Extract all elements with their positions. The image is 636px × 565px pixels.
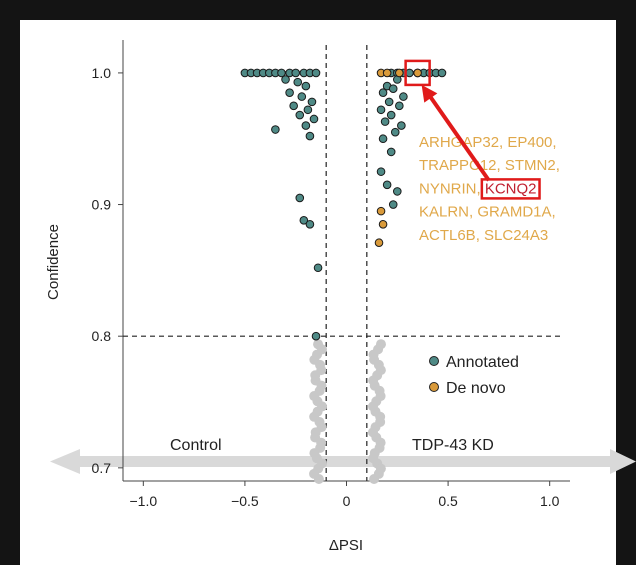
annotated-point <box>295 193 305 203</box>
gray-point-right <box>369 474 380 484</box>
region-label-tdp43-kd: TDP-43 KD <box>412 437 494 454</box>
annotated-point <box>378 134 388 144</box>
annotated-point <box>305 219 315 229</box>
x-tick-label: 1.0 <box>540 493 560 509</box>
annotated-point <box>386 110 396 120</box>
denovo-point <box>395 68 404 78</box>
annotated-point <box>299 216 309 225</box>
x-tick-label: 0 <box>343 493 351 509</box>
x-tick-label: 0.5 <box>438 493 458 509</box>
annotated-point <box>305 131 315 141</box>
annotated-point <box>397 121 406 130</box>
annotated-point <box>277 68 286 78</box>
legend-denovo-marker <box>429 382 439 392</box>
legend: Annotated De novo <box>429 354 519 397</box>
scatter-points <box>240 68 447 341</box>
denovo-point <box>376 206 386 216</box>
annotated-point <box>437 68 447 78</box>
denovo-point <box>378 219 388 229</box>
annotated-point <box>313 263 323 273</box>
highlighted-point-box <box>404 59 431 87</box>
annotated-point <box>303 105 313 115</box>
annotated-point <box>376 105 386 115</box>
threshold-lines <box>123 45 560 481</box>
x-axis-title: ΔPSI <box>329 537 363 554</box>
annotated-point <box>281 75 290 84</box>
y-tick-label: 0.7 <box>92 460 112 476</box>
gene-list-line: KALRN, GRAMD1A, <box>419 204 556 221</box>
axis-ticks: −1.0 −0.5 0 0.5 1.0 0.7 0.8 0.9 1.0 <box>92 65 560 509</box>
annotated-point <box>380 117 390 126</box>
annotated-point <box>399 92 408 101</box>
annotated-point <box>295 110 305 120</box>
annotated-point <box>390 127 400 137</box>
annotated-point <box>382 180 392 190</box>
gene-names: TRAPPC12, STMN2, <box>419 157 560 174</box>
y-tick-label: 1.0 <box>92 65 112 81</box>
annotated-point <box>378 88 388 97</box>
arrow-band <box>72 456 624 467</box>
annotated-point <box>307 97 317 107</box>
arrow-head <box>421 84 438 103</box>
gene-names: ACTL6B, SLC24A3 <box>419 227 548 244</box>
gray-point-left <box>313 474 324 484</box>
gene-list-line: NYNRIN, KCNQ2 <box>419 180 537 197</box>
annotated-point <box>384 97 394 107</box>
below-threshold-points <box>309 339 386 484</box>
legend-annotated-label: Annotated <box>446 354 519 371</box>
annotated-point <box>289 101 298 111</box>
y-axis-title: Confidence <box>45 224 62 300</box>
annotated-point <box>291 68 301 78</box>
annotated-point <box>309 114 319 124</box>
gene-names: ARHGAP32, EP400, <box>419 134 557 151</box>
annotated-point <box>392 187 402 196</box>
annotated-point <box>388 84 398 94</box>
gene-names: NYNRIN, <box>419 180 485 197</box>
annotated-point <box>388 200 398 209</box>
arrow-shaft <box>425 91 491 182</box>
denovo-point <box>382 68 392 78</box>
annotated-point <box>297 92 307 101</box>
gene-annotation-list: ARHGAP32, EP400, TRAPPC12, STMN2, NYNRIN, … <box>419 134 560 244</box>
annotated-point <box>285 88 294 97</box>
denovo-point <box>413 68 422 78</box>
arrow-head-right <box>610 449 636 474</box>
highlight-arrow <box>421 84 491 182</box>
gene-list-line: TRAPPC12, STMN2, <box>419 157 560 174</box>
denovo-point <box>374 238 384 248</box>
x-tick-label: −1.0 <box>129 493 157 509</box>
y-tick-label: 0.8 <box>92 328 112 344</box>
legend-annotated-marker <box>429 356 439 366</box>
annotated-point <box>311 331 321 341</box>
x-tick-label: −0.5 <box>231 493 259 509</box>
annotated-point <box>293 77 303 87</box>
highlighted-gene-label: KCNQ2 <box>485 180 537 197</box>
direction-arrow <box>50 449 636 474</box>
annotated-point <box>301 121 311 130</box>
gene-list-line: ACTL6B, SLC24A3 <box>419 227 548 244</box>
gene-names: KALRN, GRAMD1A, <box>419 204 556 221</box>
legend-denovo-label: De novo <box>446 380 506 397</box>
region-label-control: Control <box>170 437 222 454</box>
annotated-point <box>376 167 386 176</box>
gene-list-line: ARHGAP32, EP400, <box>419 134 557 151</box>
annotated-point <box>395 101 404 111</box>
y-tick-label: 0.9 <box>92 197 112 213</box>
arrow-head-left <box>50 449 80 474</box>
annotated-point <box>301 81 311 91</box>
annotated-point <box>386 147 396 157</box>
annotated-point <box>271 125 280 134</box>
highlighted-gene-box <box>480 178 541 200</box>
annotated-point <box>311 68 321 78</box>
